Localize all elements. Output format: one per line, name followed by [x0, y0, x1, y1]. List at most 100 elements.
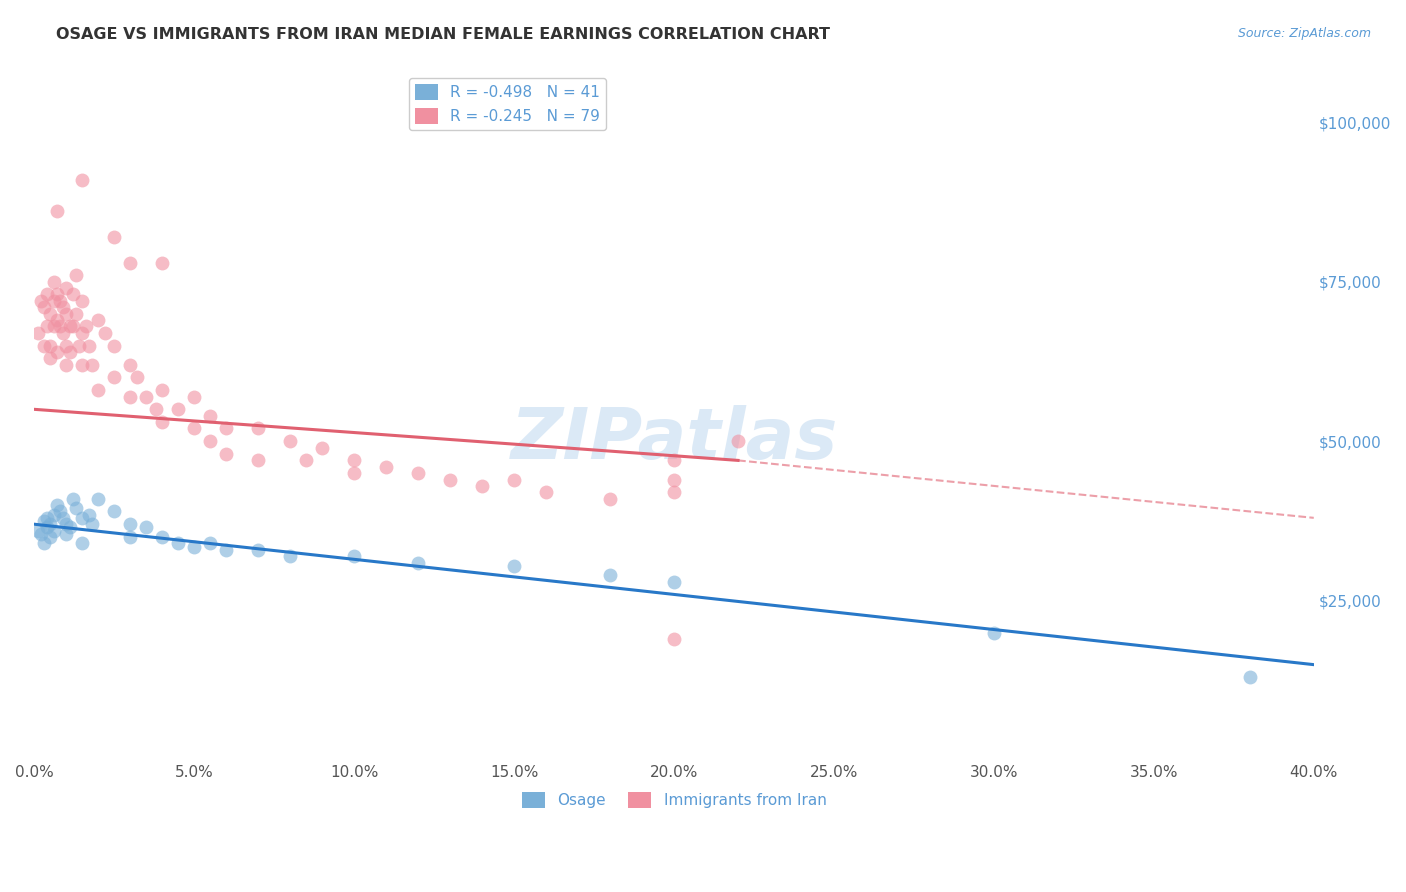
Point [55, 281, 77, 295]
Point [215, 542, 238, 557]
Point [247, 453, 270, 467]
Point [37, 319, 59, 334]
Point [42, 524, 65, 538]
Point [39, 351, 62, 366]
Point [39, 307, 62, 321]
Point [93, 326, 115, 340]
Point [58, 344, 80, 359]
Point [215, 421, 238, 435]
Point [183, 390, 205, 404]
Point [103, 504, 125, 518]
Point [39, 338, 62, 352]
Point [32, 300, 55, 314]
Point [52, 511, 75, 525]
Point [343, 466, 366, 480]
Point [150, 383, 173, 397]
Point [503, 558, 526, 573]
Point [311, 441, 333, 455]
Point [534, 485, 557, 500]
Point [295, 453, 318, 467]
Point [135, 520, 157, 534]
Point [55, 358, 77, 372]
Point [45, 498, 67, 512]
Point [27, 326, 49, 340]
Point [247, 421, 270, 435]
Point [32, 514, 55, 528]
Point [662, 473, 685, 487]
Point [503, 473, 526, 487]
Point [62, 319, 84, 334]
Point [343, 453, 366, 467]
Point [49, 319, 72, 334]
Point [200, 536, 222, 550]
Point [406, 556, 429, 570]
Point [727, 434, 749, 449]
Point [67, 338, 90, 352]
Point [49, 504, 72, 518]
Point [37, 287, 59, 301]
Point [87, 313, 110, 327]
Point [58, 319, 80, 334]
Point [120, 358, 142, 372]
Point [37, 520, 59, 534]
Point [150, 530, 173, 544]
Point [200, 434, 222, 449]
Point [247, 542, 270, 557]
Point [32, 338, 55, 352]
Point [662, 632, 685, 646]
Point [72, 536, 94, 550]
Point [375, 459, 398, 474]
Point [215, 447, 238, 461]
Legend: Osage, Immigrants from Iran: Osage, Immigrants from Iran [516, 786, 832, 814]
Point [150, 255, 173, 269]
Point [72, 358, 94, 372]
Point [75, 319, 97, 334]
Point [278, 434, 301, 449]
Point [62, 287, 84, 301]
Point [87, 383, 110, 397]
Point [72, 326, 94, 340]
Point [145, 402, 167, 417]
Point [471, 479, 494, 493]
Point [39, 517, 62, 532]
Point [55, 338, 77, 352]
Point [42, 293, 65, 308]
Point [42, 508, 65, 522]
Point [45, 204, 67, 219]
Point [55, 526, 77, 541]
Point [343, 549, 366, 563]
Point [55, 517, 77, 532]
Point [80, 517, 103, 532]
Point [120, 390, 142, 404]
Point [32, 536, 55, 550]
Point [135, 390, 157, 404]
Point [87, 491, 110, 506]
Point [167, 536, 190, 550]
Point [45, 287, 67, 301]
Point [49, 293, 72, 308]
Point [65, 268, 87, 283]
Text: Source: ZipAtlas.com: Source: ZipAtlas.com [1237, 27, 1371, 40]
Point [662, 485, 685, 500]
Point [42, 275, 65, 289]
Point [42, 319, 65, 334]
Point [120, 517, 142, 532]
Text: ZIPatlas: ZIPatlas [510, 405, 838, 474]
Text: OSAGE VS IMMIGRANTS FROM IRAN MEDIAN FEMALE EARNINGS CORRELATION CHART: OSAGE VS IMMIGRANTS FROM IRAN MEDIAN FEM… [56, 27, 830, 42]
Point [183, 540, 205, 554]
Point [983, 625, 1005, 640]
Point [27, 524, 49, 538]
Point [278, 549, 301, 563]
Point [183, 421, 205, 435]
Point [77, 338, 100, 352]
Point [37, 511, 59, 525]
Point [72, 511, 94, 525]
Point [103, 338, 125, 352]
Point [30, 293, 52, 308]
Point [45, 313, 67, 327]
Point [62, 491, 84, 506]
Point [80, 358, 103, 372]
Point [200, 409, 222, 423]
Point [58, 520, 80, 534]
Point [72, 293, 94, 308]
